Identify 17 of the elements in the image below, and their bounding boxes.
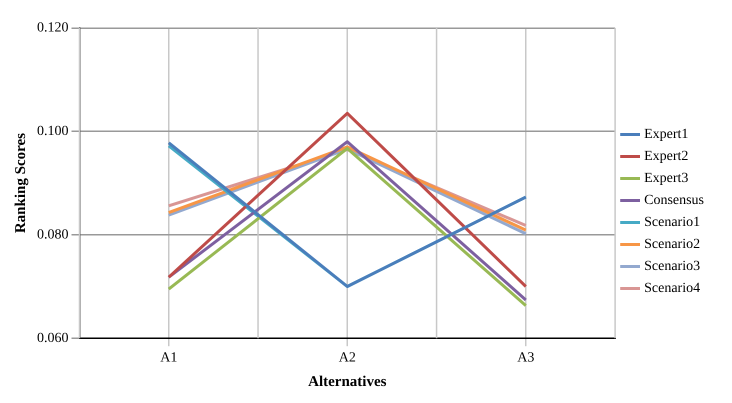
legend-label: Expert2 <box>644 149 688 164</box>
legend-label: Scenario3 <box>644 259 700 274</box>
legend-label: Scenario4 <box>644 281 700 296</box>
legend-label: Scenario2 <box>644 237 700 252</box>
y-axis-title: Ranking Scores <box>12 132 29 234</box>
x-tick-label: A3 <box>517 350 534 366</box>
legend-label: Consensus <box>644 193 704 208</box>
legend-label: Expert3 <box>644 171 688 186</box>
x-tick-label: A2 <box>338 350 356 366</box>
y-tick-label: 0.080 <box>37 227 68 242</box>
y-tick-label: 0.100 <box>37 124 68 140</box>
x-axis-title: Alternatives <box>308 374 387 390</box>
legend-label: Scenario1 <box>644 215 700 230</box>
y-tick-label: 0.120 <box>37 20 68 36</box>
legend-label: Expert1 <box>644 127 688 142</box>
x-tick-label: A1 <box>160 350 178 366</box>
y-tick-label: 0.060 <box>37 330 68 346</box>
